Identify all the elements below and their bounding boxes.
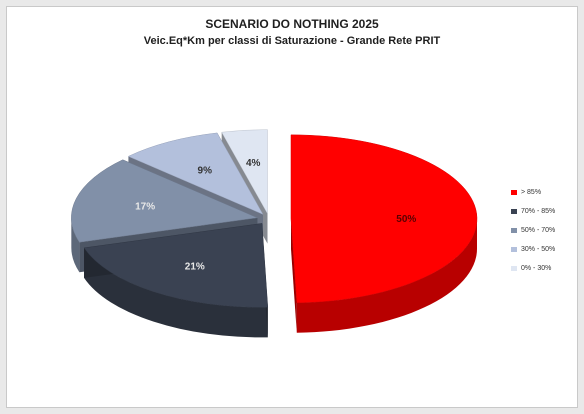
legend-swatch [511, 266, 517, 271]
legend-label: 0% - 30% [521, 265, 552, 272]
pie-slice-side [296, 218, 477, 333]
chart-frame: SCENARIO DO NOTHING 2025 Veic.Eq*Km per … [6, 6, 578, 408]
pie-slice-top [71, 159, 259, 243]
pie-slice-top [221, 129, 268, 215]
pie-slice-side [71, 217, 80, 273]
pie-slice-side [84, 247, 268, 338]
data-label-2: 21% [185, 262, 205, 273]
legend-item: 0% - 30% [511, 265, 551, 272]
pie-slice-edge [290, 218, 297, 333]
legend-label: 50% - 70% [521, 227, 556, 234]
data-label-4: 9% [198, 165, 213, 176]
data-label-3: 17% [135, 202, 155, 213]
legend-swatch [511, 247, 517, 252]
pie-chart: 50% 21% 17% 9% 4% [71, 129, 478, 338]
chart-title: SCENARIO DO NOTHING 2025 [205, 17, 379, 31]
legend-label: 70% - 85% [521, 208, 556, 215]
legend-item: 30% - 50% [511, 246, 555, 253]
legend-swatch [511, 209, 517, 214]
chart-subtitle: Veic.Eq*Km per classi di Saturazione - G… [143, 35, 441, 47]
data-label-5: 4% [246, 158, 261, 169]
legend-label: > 85% [521, 189, 542, 196]
pie-slice-top [83, 223, 269, 308]
pie-slice-1 [290, 134, 478, 333]
legend-item: > 85% [511, 189, 541, 196]
pie-slice-top [127, 132, 264, 215]
legend-label: 30% - 50% [521, 246, 556, 253]
legend-swatch [511, 228, 517, 233]
pie-slice-2 [83, 223, 269, 338]
pie-slice-top [290, 134, 478, 304]
legend-swatch [511, 190, 517, 195]
legend-item: 50% - 70% [511, 227, 555, 234]
legend-item: 70% - 85% [511, 208, 555, 215]
data-label-1: 50% [396, 214, 416, 225]
